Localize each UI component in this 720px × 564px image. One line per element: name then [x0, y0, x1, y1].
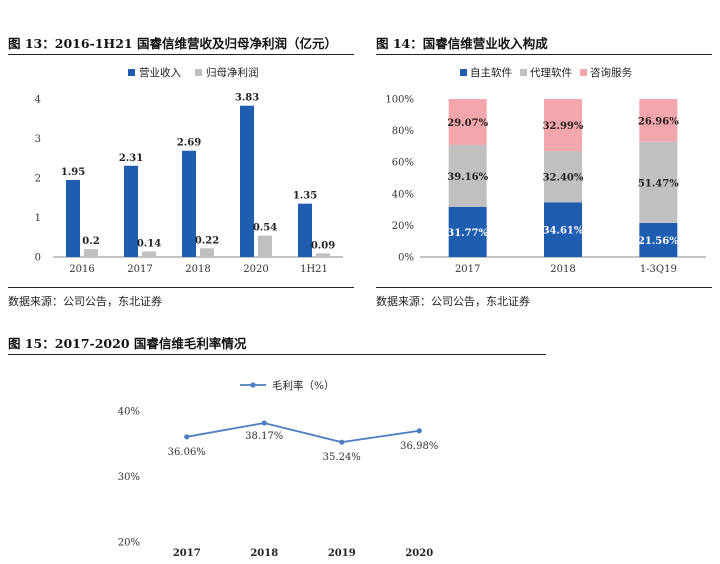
legend-label: 代理软件 [530, 66, 572, 79]
data-label: 31.77% [447, 228, 488, 239]
figure13-bottom-rule [8, 287, 354, 288]
data-point [261, 420, 267, 426]
figure13-title-rule [8, 54, 354, 55]
legend-label: 营业收入 [139, 66, 181, 79]
data-label: 2.31 [119, 153, 143, 164]
data-label: 1.95 [61, 167, 85, 178]
x-tick-label: 2017 [455, 264, 480, 275]
data-label: 35.24% [323, 452, 361, 463]
y-tick-label: 30% [118, 472, 140, 483]
data-label: 3.83 [235, 93, 259, 104]
stacked-segment [544, 99, 582, 152]
figure14-title: 图 14：国睿信维营业收入构成 [376, 36, 548, 51]
data-label: 29.07% [447, 118, 488, 129]
data-label: 32.40% [543, 173, 584, 184]
data-label: 0.14 [137, 238, 161, 249]
legend-label: 归母净利润 [206, 66, 259, 79]
bar-profit [258, 235, 272, 257]
stacked-segment [639, 222, 678, 257]
figure13-chart: 0 1 2 3 4 1.95 0.2 2016 2.31 0.14 2017 2.69 0.22 2018… [35, 66, 343, 275]
y-tick-label: 1 [35, 213, 41, 224]
x-tick-label: 2017 [127, 264, 152, 275]
y-tick-label: 20% [118, 538, 140, 549]
series-line [186, 422, 420, 444]
x-tick-label: 2019 [328, 548, 356, 559]
y-tick-label: 3 [35, 134, 41, 145]
y-tick-label: 2 [35, 174, 41, 185]
data-label: 51.47% [638, 178, 679, 189]
data-label: 2.69 [177, 138, 201, 149]
data-label: 36.98% [400, 441, 438, 452]
data-label: 38.17% [245, 431, 283, 442]
figure14-bottom-rule [376, 287, 712, 288]
stacked-segment [448, 99, 487, 145]
y-tick-label: 4 [35, 95, 41, 106]
stacked-segment [639, 141, 678, 223]
y-tick-label: 0% [398, 253, 414, 264]
data-label: 0.54 [253, 223, 277, 234]
figure13-source: 数据来源：公司公告，东北证券 [8, 295, 162, 308]
x-tick-label: 1-3Q19 [640, 264, 677, 275]
x-tick-label: 1H21 [300, 264, 328, 275]
bar-revenue [66, 179, 80, 257]
figure15-title: 图 15：2017-2020 国睿信维毛利率情况 [8, 336, 247, 351]
legend-swatch [128, 69, 135, 76]
x-tick-label: 2017 [173, 548, 201, 559]
bar-profit [84, 249, 98, 257]
y-tick-label: 100% [385, 95, 414, 106]
x-tick-label: 2020 [405, 548, 433, 559]
y-tick-label: 80% [392, 126, 414, 137]
bar-profit [142, 251, 156, 257]
x-tick-label: 2018 [250, 548, 278, 559]
data-point [339, 439, 345, 445]
legend-swatch [195, 69, 202, 76]
figure14-source: 数据来源：公司公告，东北证券 [376, 295, 530, 308]
legend-label: 自主软件 [470, 66, 512, 79]
x-tick-label: 2016 [69, 264, 94, 275]
x-tick-label: 2018 [550, 264, 575, 275]
y-tick-label: 60% [392, 158, 414, 169]
y-tick-label: 20% [392, 221, 414, 232]
data-label: 0.09 [311, 240, 335, 251]
y-tick-label: 40% [392, 189, 414, 200]
legend-label: 毛利率（%） [272, 379, 334, 392]
y-tick-label: 40% [118, 407, 140, 418]
data-label: 1.35 [293, 191, 317, 202]
legend-swatch [520, 69, 527, 76]
x-tick-label: 2018 [185, 264, 210, 275]
figure13-title: 图 13：2016-1H21 国睿信维营收及归母净利润（亿元） [8, 36, 337, 51]
bar-revenue [240, 105, 254, 257]
legend-marker [250, 382, 256, 388]
figure15-chart: 20% 30% 40% 36.06% 2017 38.17% 2018 35.24% 2019 3… [118, 379, 439, 559]
y-tick-label: 0 [35, 253, 41, 264]
figure15-title-rule [8, 354, 546, 355]
bar-revenue [124, 165, 138, 257]
data-point [184, 434, 190, 440]
legend-swatch [580, 69, 587, 76]
bar-revenue [182, 150, 196, 257]
stacked-segment [448, 206, 487, 257]
bar-revenue [298, 203, 312, 257]
data-label: 21.56% [638, 236, 679, 247]
data-label: 0.2 [82, 236, 99, 247]
figure14-title-rule [376, 54, 712, 55]
stacked-segment [544, 202, 582, 257]
data-label: 36.06% [168, 447, 206, 458]
data-label: 0.22 [195, 235, 219, 246]
data-label: 39.16% [447, 172, 488, 183]
figure14-chart: 0% 20% 40% 60% 80% 100% 31.77% 39.16% 29.07% 2017… [385, 66, 706, 275]
data-point [416, 428, 422, 434]
data-label: 26.96% [638, 116, 679, 127]
x-tick-label: 2020 [243, 264, 268, 275]
data-label: 34.61% [543, 226, 584, 237]
legend-label: 咨询服务 [590, 66, 632, 79]
data-label: 32.99% [543, 121, 584, 132]
stacked-segment [544, 151, 582, 203]
stacked-segment [448, 144, 487, 207]
legend-swatch [460, 69, 467, 76]
bar-profit [200, 248, 214, 257]
stacked-segment [639, 99, 678, 142]
bar-profit [316, 253, 330, 257]
